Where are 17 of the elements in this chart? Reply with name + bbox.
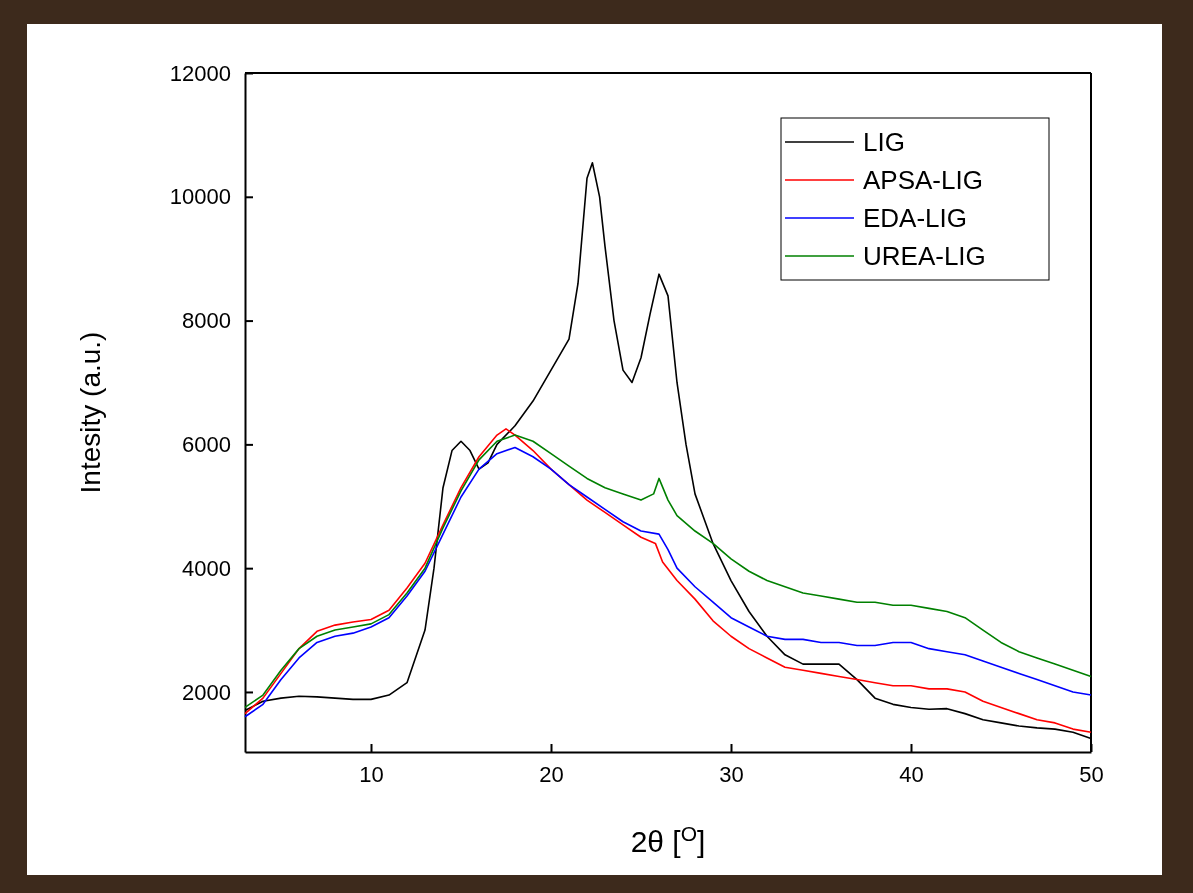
x-tick-label: 20: [539, 761, 564, 787]
legend-label: APSA-LIG: [863, 165, 983, 195]
legend-label: EDA-LIG: [863, 203, 968, 233]
legend-label: LIG: [863, 127, 905, 157]
y-tick-label: 12000: [169, 60, 231, 86]
y-axis-title: Intesity (a.u.): [75, 331, 106, 494]
y-tick-label: 6000: [182, 431, 231, 457]
y-tick-label: 4000: [182, 555, 231, 581]
y-tick-label: 10000: [169, 184, 231, 210]
x-tick-label: 30: [719, 761, 744, 787]
legend-label: UREA-LIG: [863, 241, 986, 271]
x-axis-title: 2θ [$^{O}$]: [630, 821, 706, 858]
y-tick-label: 2000: [182, 679, 231, 705]
y-tick-label: 8000: [182, 308, 231, 334]
x-tick-label: 50: [1079, 761, 1104, 787]
x-tick-label: 10: [359, 761, 384, 787]
x-tick-label: 40: [899, 761, 924, 787]
